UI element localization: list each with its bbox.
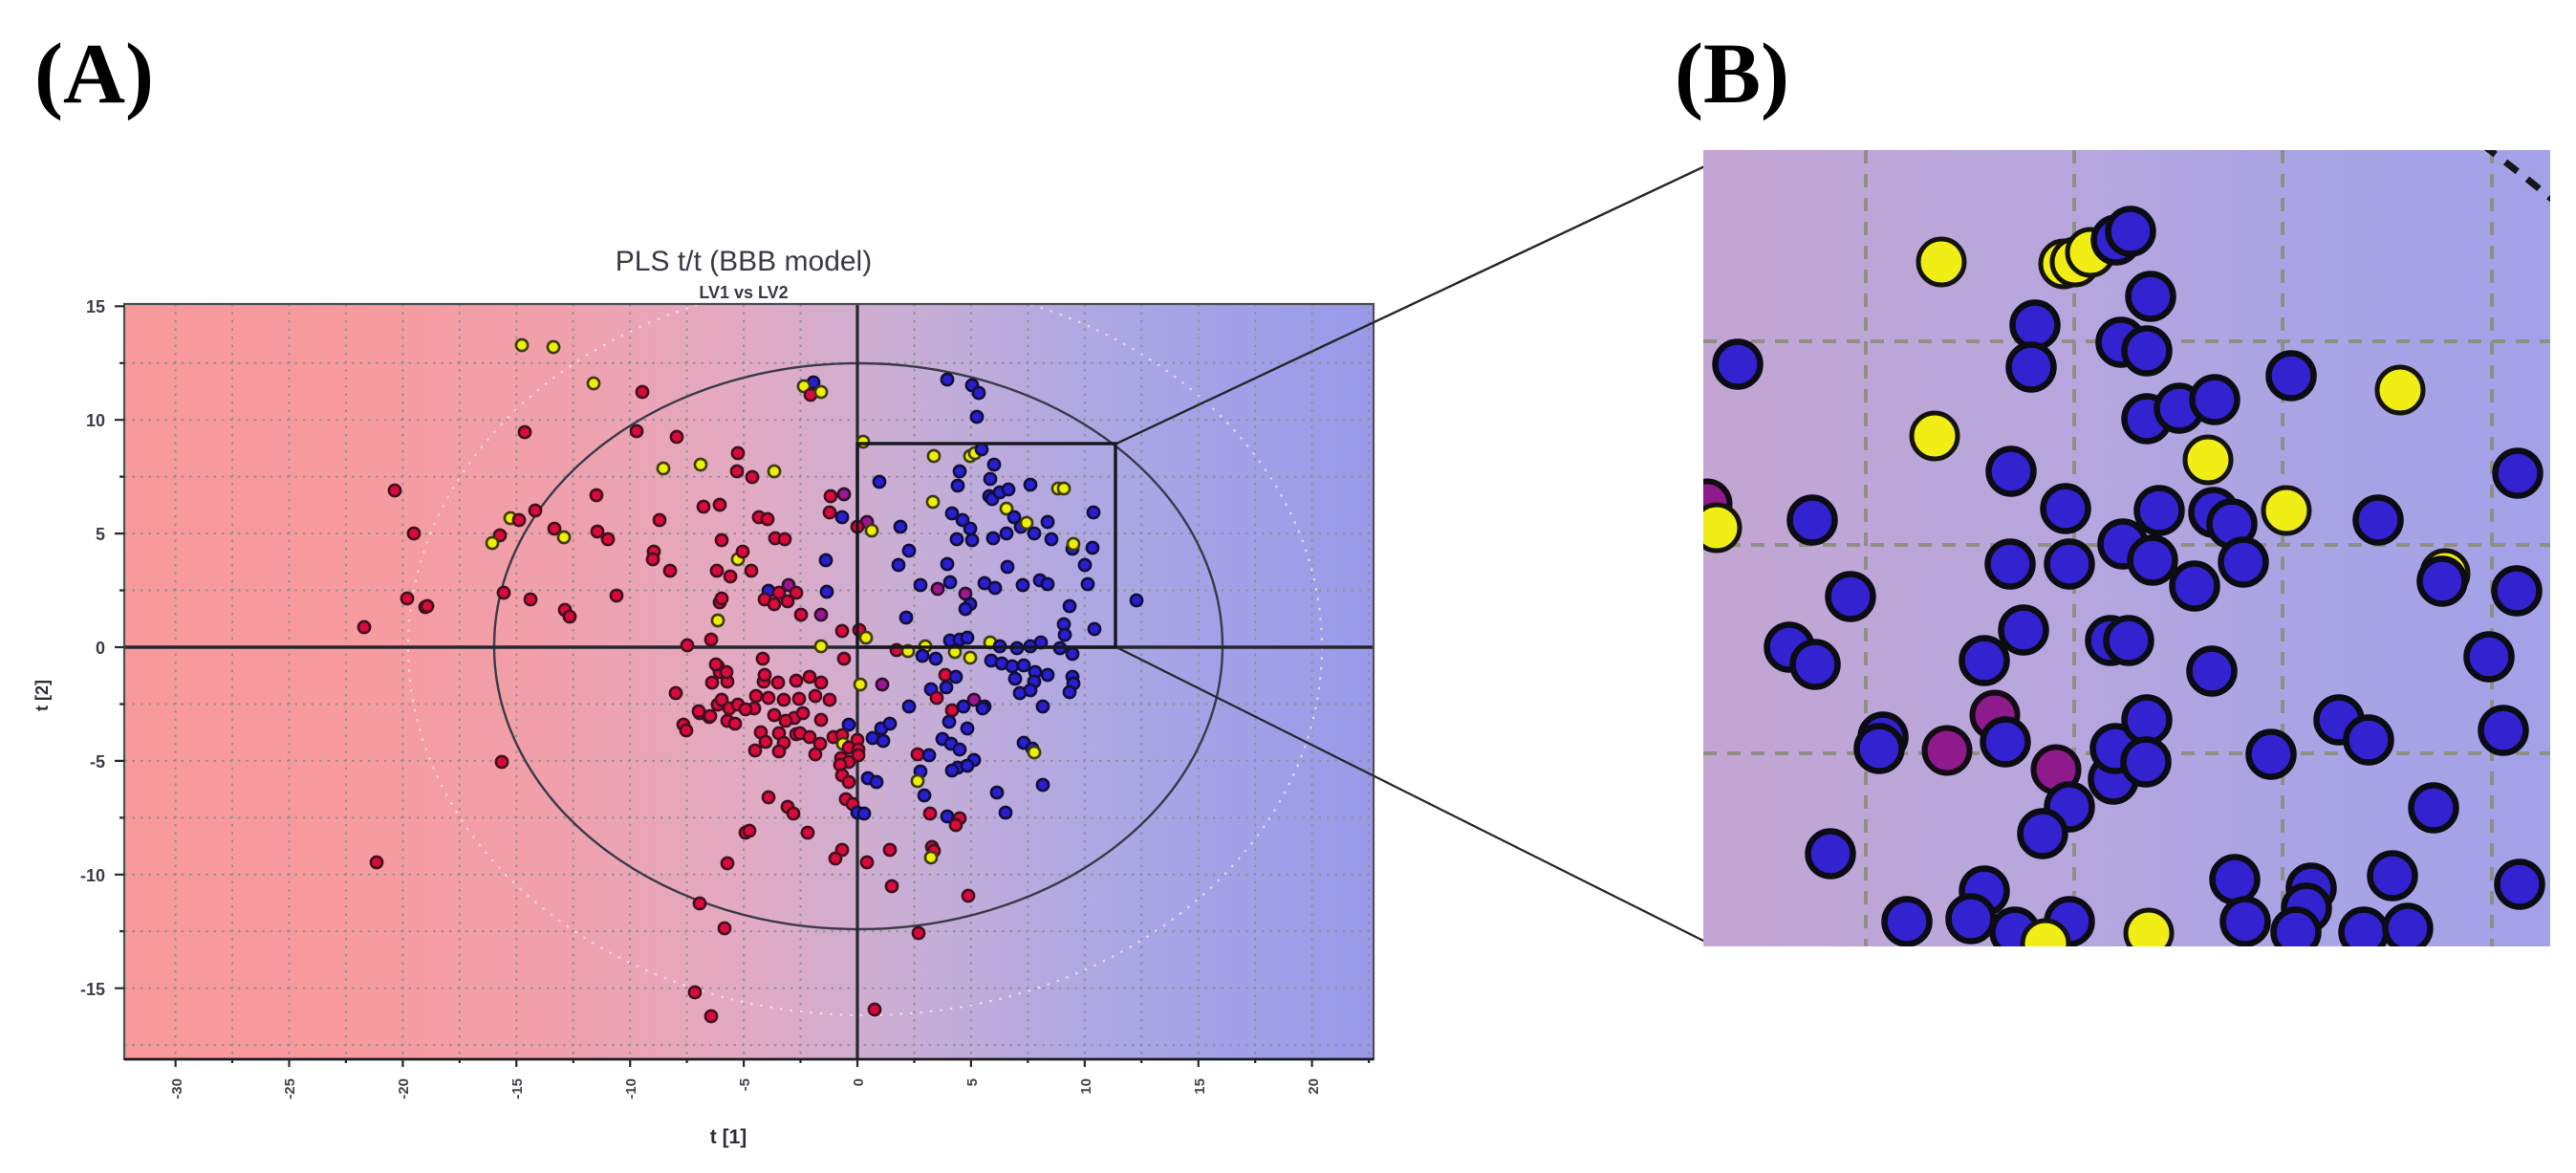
svg-text:t [2]: t [2] xyxy=(32,680,52,711)
svg-text:-15: -15 xyxy=(509,1078,526,1099)
svg-text:5: 5 xyxy=(96,525,105,544)
svg-text:(B): (B) xyxy=(1675,27,1789,121)
svg-text:-25: -25 xyxy=(282,1078,298,1099)
svg-text:t [1]: t [1] xyxy=(710,1126,747,1148)
svg-text:20: 20 xyxy=(1306,1078,1322,1095)
svg-text:(A): (A) xyxy=(34,27,154,121)
svg-text:0: 0 xyxy=(851,1078,867,1086)
svg-text:-15: -15 xyxy=(80,980,105,999)
svg-text:15: 15 xyxy=(86,297,105,316)
svg-text:-20: -20 xyxy=(396,1078,412,1099)
svg-text:-10: -10 xyxy=(623,1078,639,1099)
svg-text:-30: -30 xyxy=(169,1078,185,1099)
svg-text:LV1 vs LV2: LV1 vs LV2 xyxy=(699,283,788,302)
svg-text:-5: -5 xyxy=(737,1078,753,1091)
svg-text:-5: -5 xyxy=(90,752,105,771)
svg-text:5: 5 xyxy=(964,1078,981,1086)
svg-text:PLS t/t (BBB model): PLS t/t (BBB model) xyxy=(616,246,872,277)
svg-text:10: 10 xyxy=(86,411,105,430)
svg-text:0: 0 xyxy=(96,639,105,658)
svg-text:10: 10 xyxy=(1078,1078,1094,1095)
svg-text:-10: -10 xyxy=(80,866,105,885)
svg-text:15: 15 xyxy=(1192,1078,1208,1095)
